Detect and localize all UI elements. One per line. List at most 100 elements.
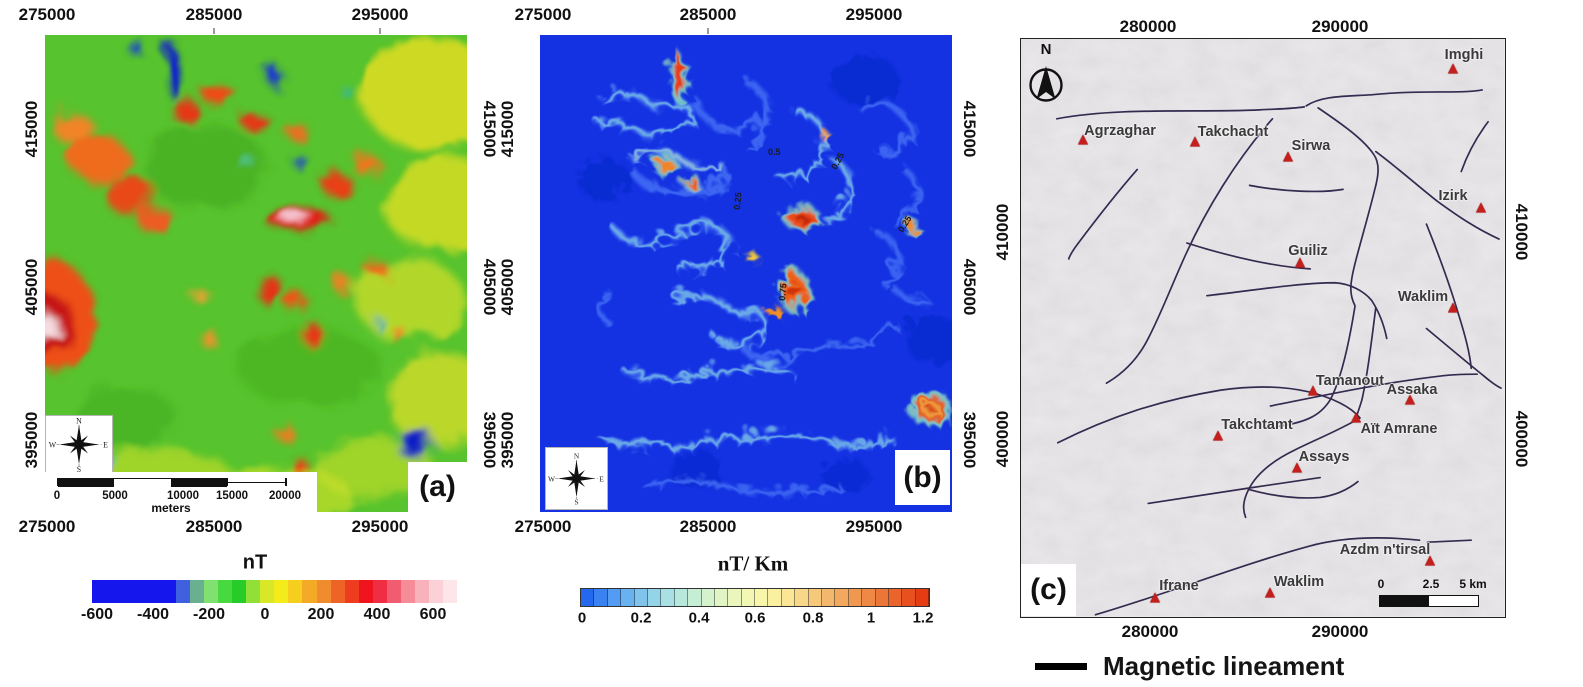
site-triangle-icon xyxy=(1448,63,1458,74)
axis-tick: 395000 xyxy=(960,411,979,469)
compass-s-label: S xyxy=(77,465,81,473)
site-label: Aït Amrane xyxy=(1360,421,1438,437)
colorbar-segment xyxy=(190,580,205,603)
colorbar-segment xyxy=(701,589,715,606)
colorbar-segment xyxy=(344,580,359,603)
colorbar-segment xyxy=(134,580,149,603)
axis-tick: 395000 xyxy=(498,411,517,469)
colorbar-segment xyxy=(176,580,191,603)
axis-tick: 405000 xyxy=(960,258,979,316)
compass-n-label: N xyxy=(76,416,82,425)
colorbar-segment xyxy=(581,589,595,606)
derivative-raster xyxy=(540,35,952,512)
site-label: Waklim xyxy=(1397,289,1449,305)
axis-tick: 395000 xyxy=(480,411,499,469)
colorbar-segment xyxy=(634,589,648,606)
colorbar-segment xyxy=(162,580,177,603)
colorbar-segment xyxy=(795,589,809,606)
axis-tick: 285000 xyxy=(679,5,737,24)
colorbar-tick: 200 xyxy=(307,606,335,623)
colorbar-tick: 0.8 xyxy=(802,609,824,627)
tick-mark xyxy=(379,28,381,34)
axis-tick: 405000 xyxy=(480,258,499,316)
colorbar-a xyxy=(92,580,457,603)
colorbar-segment xyxy=(621,589,635,606)
legend-label: Magnetic lineament xyxy=(1103,650,1345,681)
contour-label: 0.75 xyxy=(777,282,789,302)
colorbar-segment xyxy=(414,580,429,603)
compass-s-label: S xyxy=(574,497,578,506)
axis-tick: 295000 xyxy=(845,517,903,536)
axis-tick: 275000 xyxy=(514,5,572,24)
colorbar-segment xyxy=(442,580,457,603)
scale-label: 5000 xyxy=(102,490,128,502)
site-label: Takchacht xyxy=(1197,124,1269,140)
axis-tick: 415000 xyxy=(480,100,499,158)
site-triangle-icon xyxy=(1448,302,1458,313)
site-label: Assaka xyxy=(1386,382,1438,398)
scale-label: 0 xyxy=(53,490,61,502)
scale-unit-label: meters xyxy=(151,501,191,512)
axis-tick: 400000 xyxy=(993,410,1012,468)
site-triangle-icon xyxy=(1283,151,1293,162)
colorbar-segment xyxy=(688,589,702,606)
axis-tick: 290000 xyxy=(1311,622,1369,641)
scale-label: 10000 xyxy=(167,490,199,502)
colorbar-segment xyxy=(120,580,135,603)
colorbar-title: nT/ Km xyxy=(717,551,789,576)
site-triangle-icon xyxy=(1150,592,1160,603)
scale-bar: 0 2.5 5 km xyxy=(1373,577,1487,613)
colorbar-segment xyxy=(822,589,836,606)
colorbar-segment xyxy=(92,580,107,603)
axis-tick: 415000 xyxy=(498,100,517,158)
colorbar-tick: -200 xyxy=(192,606,226,623)
colorbar-segment xyxy=(204,580,219,603)
site-label: Guiliz xyxy=(1288,243,1328,259)
site-triangle-icon xyxy=(1405,394,1415,405)
colorbar-segment xyxy=(106,580,121,603)
colorbar-segment xyxy=(808,589,823,606)
axis-tick: 415000 xyxy=(22,100,41,158)
colorbar-segment xyxy=(902,589,916,606)
axis-tick: 290000 xyxy=(1311,17,1369,36)
axis-tick: 285000 xyxy=(185,5,243,24)
colorbar-tick: 0.6 xyxy=(744,609,766,627)
site-label: Takchtamt xyxy=(1221,417,1293,433)
colorbar-segment xyxy=(232,580,247,603)
compass-e-label: E xyxy=(599,474,604,483)
compass-rose-icon: N S E W xyxy=(49,416,108,474)
scale-label: 5 km xyxy=(1459,577,1487,591)
site-triangle-icon xyxy=(1213,430,1223,441)
scale-label: 0 xyxy=(1377,577,1385,591)
axis-tick: 275000 xyxy=(18,5,76,24)
lineament-legend-swatch xyxy=(1035,662,1087,670)
colorbar-segment xyxy=(875,589,889,606)
colorbar-segment xyxy=(674,589,689,606)
colorbar-segment xyxy=(915,589,930,606)
north-label: N xyxy=(1041,41,1052,58)
colorbar-segment xyxy=(400,580,415,603)
compass-rose-icon: N S E W xyxy=(548,452,604,507)
panel-c-letter: (c) xyxy=(1021,564,1076,616)
axis-tick: 295000 xyxy=(351,5,409,24)
lineament-hillshade-map: N Imghi Agrzaghar Takchacht xyxy=(1020,38,1506,618)
scale-label: 2.5 xyxy=(1422,577,1440,591)
site-triangle-icon xyxy=(1476,202,1486,213)
colorbar-segment xyxy=(607,589,622,606)
colorbar-segment xyxy=(302,580,317,603)
site-triangle-icon xyxy=(1292,462,1302,473)
colorbar-segment xyxy=(594,589,608,606)
colorbar-tick: 0.2 xyxy=(630,609,652,627)
colorbar-segment xyxy=(768,589,782,606)
axis-tick: 275000 xyxy=(514,517,572,536)
colorbar-segment xyxy=(728,589,742,606)
site-label: Ifrane xyxy=(1159,578,1199,594)
colorbar-segment xyxy=(888,589,903,606)
colorbar-segment xyxy=(148,580,163,603)
panel-a-letter-text: (a) xyxy=(419,470,456,503)
north-arrow-icon: N xyxy=(1029,41,1063,102)
colorbar-segment xyxy=(862,589,876,606)
colorbar-segment xyxy=(260,580,275,603)
colorbar-segment xyxy=(714,589,729,606)
